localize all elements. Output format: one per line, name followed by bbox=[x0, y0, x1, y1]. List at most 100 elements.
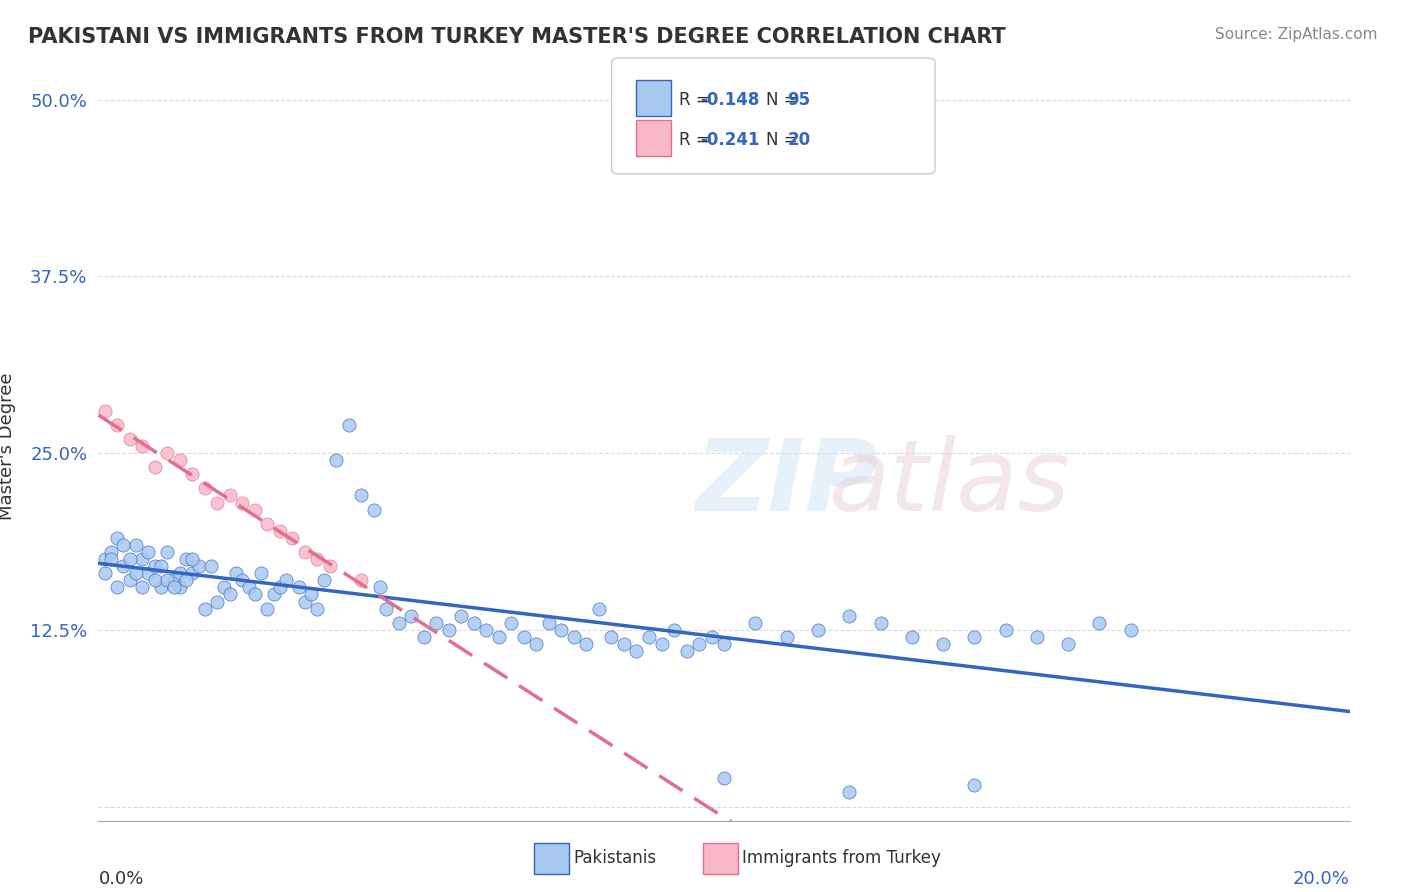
Point bbox=[156, 446, 179, 460]
Point bbox=[319, 559, 342, 574]
Point bbox=[150, 559, 173, 574]
Point bbox=[744, 615, 766, 630]
Point bbox=[207, 495, 229, 509]
Point bbox=[337, 417, 360, 432]
Point bbox=[412, 630, 434, 644]
Point bbox=[613, 637, 636, 651]
Point bbox=[425, 615, 447, 630]
Point bbox=[575, 637, 598, 651]
Point bbox=[131, 439, 153, 453]
Point bbox=[256, 516, 278, 531]
Point bbox=[93, 403, 115, 417]
Point bbox=[105, 580, 128, 594]
Point bbox=[181, 566, 204, 581]
Point bbox=[250, 566, 273, 581]
Point bbox=[294, 594, 316, 608]
Text: Source: ZipAtlas.com: Source: ZipAtlas.com bbox=[1215, 27, 1378, 42]
Point bbox=[475, 623, 498, 637]
Point bbox=[281, 531, 304, 545]
Point bbox=[713, 771, 735, 785]
Point bbox=[963, 630, 986, 644]
Text: -0.241: -0.241 bbox=[700, 131, 759, 149]
Point bbox=[118, 574, 141, 588]
Point bbox=[93, 566, 115, 581]
Text: 20: 20 bbox=[787, 131, 810, 149]
Point bbox=[437, 623, 460, 637]
Point bbox=[900, 630, 922, 644]
Point bbox=[368, 580, 391, 594]
Point bbox=[269, 580, 291, 594]
Point bbox=[169, 566, 191, 581]
Point bbox=[463, 615, 485, 630]
Point bbox=[243, 587, 266, 601]
Point bbox=[287, 580, 309, 594]
Point bbox=[143, 559, 166, 574]
Point bbox=[143, 574, 166, 588]
Text: PAKISTANI VS IMMIGRANTS FROM TURKEY MASTER'S DEGREE CORRELATION CHART: PAKISTANI VS IMMIGRANTS FROM TURKEY MAST… bbox=[28, 27, 1005, 46]
Point bbox=[138, 545, 160, 559]
Point bbox=[105, 531, 128, 545]
Point bbox=[299, 587, 322, 601]
Point bbox=[112, 559, 135, 574]
Point bbox=[125, 538, 148, 552]
Text: 95: 95 bbox=[787, 91, 810, 109]
Point bbox=[350, 574, 373, 588]
Point bbox=[263, 587, 285, 601]
Point bbox=[869, 615, 891, 630]
Point bbox=[388, 615, 411, 630]
Point bbox=[131, 580, 153, 594]
Point bbox=[501, 615, 523, 630]
Point bbox=[1088, 615, 1111, 630]
Point bbox=[269, 524, 291, 538]
Point bbox=[307, 601, 329, 615]
Point bbox=[231, 495, 253, 509]
Point bbox=[118, 552, 141, 566]
Point bbox=[994, 623, 1017, 637]
Point bbox=[537, 615, 560, 630]
Point bbox=[325, 453, 347, 467]
Point bbox=[100, 545, 122, 559]
Y-axis label: Master's Degree: Master's Degree bbox=[0, 372, 15, 520]
Point bbox=[125, 566, 148, 581]
Point bbox=[1057, 637, 1080, 651]
Point bbox=[294, 545, 316, 559]
Point bbox=[194, 482, 217, 496]
Text: ZIP: ZIP bbox=[695, 435, 879, 532]
Point bbox=[150, 580, 173, 594]
Point bbox=[700, 630, 723, 644]
Point bbox=[650, 637, 672, 651]
Point bbox=[243, 502, 266, 516]
Point bbox=[526, 637, 548, 651]
Text: 20.0%: 20.0% bbox=[1294, 870, 1350, 888]
Point bbox=[131, 552, 153, 566]
Point bbox=[513, 630, 536, 644]
Point bbox=[256, 601, 278, 615]
Text: Pakistanis: Pakistanis bbox=[574, 849, 657, 867]
Point bbox=[218, 488, 240, 502]
Point bbox=[963, 778, 986, 792]
Point bbox=[112, 538, 135, 552]
Point bbox=[1026, 630, 1049, 644]
Point bbox=[307, 552, 329, 566]
Point bbox=[143, 460, 166, 475]
Point bbox=[238, 580, 260, 594]
Point bbox=[550, 623, 572, 637]
Point bbox=[169, 453, 191, 467]
Point bbox=[194, 601, 217, 615]
Point bbox=[450, 608, 472, 623]
Point bbox=[807, 623, 830, 637]
Point bbox=[174, 552, 197, 566]
Point bbox=[626, 644, 648, 658]
Point bbox=[838, 785, 860, 799]
Text: N =: N = bbox=[766, 131, 803, 149]
Point bbox=[138, 566, 160, 581]
Point bbox=[838, 608, 860, 623]
Point bbox=[218, 587, 240, 601]
Point bbox=[162, 580, 184, 594]
Text: R =: R = bbox=[679, 91, 716, 109]
Point bbox=[93, 552, 115, 566]
Point bbox=[688, 637, 710, 651]
Point bbox=[588, 601, 610, 615]
Point bbox=[274, 574, 298, 588]
Point bbox=[212, 580, 235, 594]
